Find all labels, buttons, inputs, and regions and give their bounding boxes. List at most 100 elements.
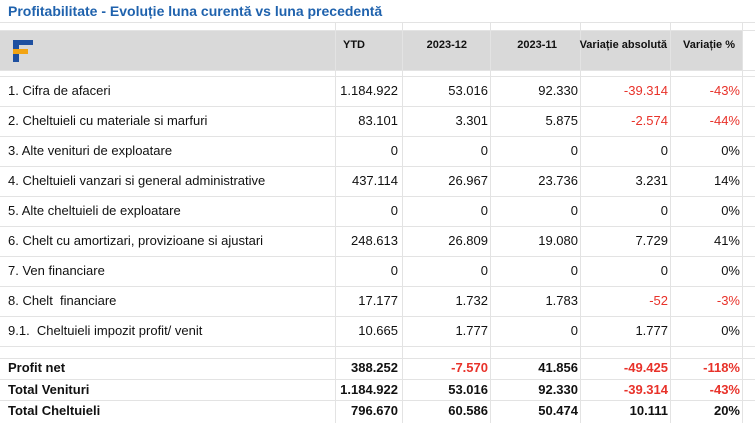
cell-value: 0 xyxy=(570,143,578,158)
cell-value: 0 xyxy=(570,263,578,278)
grid-line xyxy=(0,70,755,71)
cell-value: 53.016 xyxy=(448,381,488,397)
row-label: 9.1. Cheltuieli impozit profit/ venit xyxy=(8,323,203,338)
row-label: 5. Alte cheltuieli de exploatare xyxy=(8,203,181,218)
grid-line xyxy=(0,30,755,31)
cell-value: 23.736 xyxy=(538,173,578,188)
cell-value: 1.732 xyxy=(455,293,488,308)
grid-line xyxy=(0,400,755,401)
cell-value: 0% xyxy=(721,323,740,338)
cell-value: -52 xyxy=(649,293,668,308)
cell-value: 0 xyxy=(480,263,488,278)
grid-line xyxy=(580,22,581,423)
cell-value: -7.570 xyxy=(451,360,488,375)
cell-value: -39.314 xyxy=(623,381,668,397)
cell-value: 0% xyxy=(721,143,740,158)
cell-value: 0 xyxy=(570,323,578,338)
grid-line xyxy=(0,346,755,347)
cell-value: 0 xyxy=(480,203,488,218)
cell-value: 92.330 xyxy=(538,83,578,98)
grid-line xyxy=(0,76,755,77)
row-label: 3. Alte venituri de exploatare xyxy=(8,143,173,158)
cell-value: 26.967 xyxy=(448,173,488,188)
grid-line xyxy=(0,358,755,359)
row-label: Profit net xyxy=(8,360,66,375)
grid-line xyxy=(0,316,755,317)
row-label: Total Venituri xyxy=(8,381,90,397)
grid-line xyxy=(0,106,755,107)
column-header: Variație % xyxy=(683,39,735,51)
logo xyxy=(13,40,33,62)
grid-line xyxy=(0,256,755,257)
cell-value: 248.613 xyxy=(351,233,398,248)
grid-line xyxy=(0,196,755,197)
cell-value: 3.231 xyxy=(635,173,668,188)
header-background xyxy=(0,30,742,70)
grid-line xyxy=(0,379,755,380)
cell-value: 0 xyxy=(480,143,488,158)
cell-value: 41.856 xyxy=(538,360,578,375)
cell-value: 5.875 xyxy=(545,113,578,128)
row-label: Total Cheltuieli xyxy=(8,403,101,418)
cell-value: 92.330 xyxy=(538,381,578,397)
cell-value: 0 xyxy=(660,263,668,278)
grid-line xyxy=(0,166,755,167)
cell-value: 0% xyxy=(721,203,740,218)
title: Profitabilitate - Evoluție luna curentă … xyxy=(8,3,383,19)
grid-line xyxy=(0,226,755,227)
row-label: 8. Chelt financiare xyxy=(8,293,117,308)
cell-value: -2.574 xyxy=(631,113,668,128)
cell-value: 1.783 xyxy=(545,293,578,308)
cell-value: 17.177 xyxy=(358,293,398,308)
row-label: 2. Cheltuieli cu materiale si marfuri xyxy=(8,113,208,128)
grid-line xyxy=(0,286,755,287)
cell-value: 0 xyxy=(390,263,398,278)
cell-value: 1.184.922 xyxy=(340,381,398,397)
grid-line xyxy=(0,136,755,137)
cell-value: 1.777 xyxy=(635,323,668,338)
cell-value: 437.114 xyxy=(351,173,398,188)
cell-value: 41% xyxy=(713,233,740,248)
cell-value: 0 xyxy=(570,203,578,218)
cell-value: 3.301 xyxy=(455,113,488,128)
grid-line xyxy=(670,22,671,423)
cell-value: 388.252 xyxy=(351,360,398,375)
cell-value: 0% xyxy=(721,263,740,278)
cell-value: 53.016 xyxy=(448,83,488,98)
grid-line xyxy=(402,22,403,423)
row-label: 6. Chelt cu amortizari, provizioane si a… xyxy=(8,233,264,248)
column-header: Variație absolută xyxy=(579,39,667,51)
column-header: YTD xyxy=(343,39,365,51)
cell-value: 0 xyxy=(660,143,668,158)
cell-value: 1.777 xyxy=(455,323,488,338)
cell-value: 50.474 xyxy=(538,403,578,418)
row-label: 4. Cheltuieli vanzari si general adminis… xyxy=(8,173,266,188)
cell-value: 26.809 xyxy=(448,233,488,248)
cell-value: 14% xyxy=(713,173,740,188)
cell-value: -49.425 xyxy=(623,360,668,375)
cell-value: -3% xyxy=(716,293,740,308)
grid-line xyxy=(742,22,743,423)
cell-value: 10.111 xyxy=(629,403,668,418)
grid-line xyxy=(0,22,755,23)
cell-value: 10.665 xyxy=(358,323,398,338)
cell-value: -43% xyxy=(709,381,740,397)
cell-value: 20% xyxy=(713,403,740,418)
cell-value: 1.184.922 xyxy=(340,83,398,98)
cell-value: 796.670 xyxy=(351,403,398,418)
cell-value: -118% xyxy=(703,360,740,375)
cell-value: 7.729 xyxy=(635,233,668,248)
cell-value: 0 xyxy=(390,143,398,158)
cell-value: -43% xyxy=(709,83,740,98)
grid-line xyxy=(490,22,491,423)
cell-value: 83.101 xyxy=(358,113,398,128)
column-header: 2023-12 xyxy=(426,39,467,51)
cell-value: 0 xyxy=(660,203,668,218)
row-label: 1. Cifra de afaceri xyxy=(8,83,111,98)
cell-value: 0 xyxy=(390,203,398,218)
cell-value: 19.080 xyxy=(538,233,578,248)
cell-value: -39.314 xyxy=(623,83,668,98)
cell-value: -44% xyxy=(709,113,740,128)
column-header: 2023-11 xyxy=(517,39,557,51)
